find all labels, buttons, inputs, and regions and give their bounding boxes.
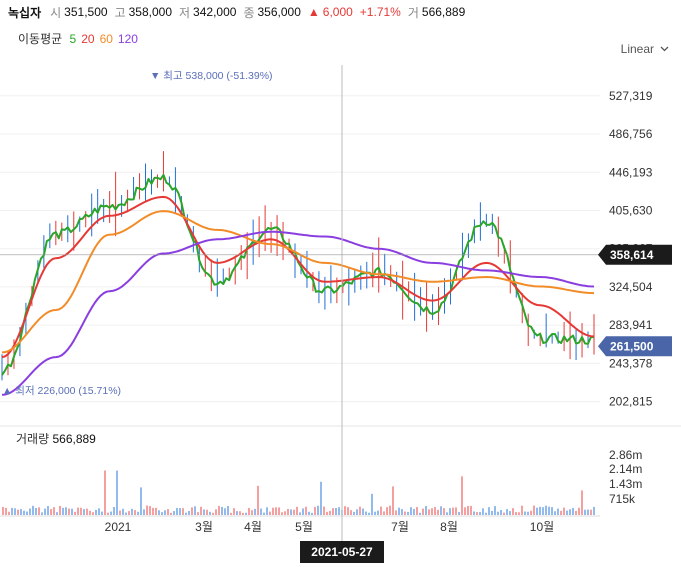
low-value: 342,000 (193, 5, 237, 19)
ma-line-5 (1, 173, 595, 376)
x-tick-label: 10월 (530, 520, 554, 534)
scale-dropdown[interactable]: Linear (621, 42, 669, 56)
annotations: ▼ 최고 538,000 (-51.39%) ▲ 최저 226,000 (15.7… (2, 70, 273, 397)
price-tag-label: 358,614 (610, 248, 654, 262)
min-price-annotation: ▲ 최저 226,000 (15.71%) (2, 385, 121, 397)
crosshair-date-label: 2021-05-27 (300, 541, 384, 563)
volume-bars (2, 470, 595, 515)
volume-y-tick-label: 1.43m (609, 477, 642, 491)
change-value: 6,000 (322, 5, 353, 19)
volume-y-tick-label: 2.14m (609, 462, 642, 476)
chevron-down-icon (660, 46, 669, 52)
ma-line-60 (1, 210, 595, 354)
volume-label: 거 (407, 5, 419, 20)
change-percent: +1.71% (359, 5, 401, 19)
x-tick-label: 4월 (244, 520, 262, 534)
volume-panel-title: 거래량 566,889 (16, 432, 96, 446)
high-value: 358,000 (128, 5, 172, 19)
y-tick-label: 365,067 (609, 242, 653, 256)
x-axis-ticks: 2021 3월 4월 5월 7월 8월 10월 (105, 520, 555, 534)
price-candles (1, 151, 595, 381)
x-tick-label: 8월 (440, 520, 458, 534)
ma-legend-item-60[interactable]: 60 (99, 32, 113, 46)
scale-label: Linear (620, 42, 654, 56)
volume-y-tick-label: 715k (609, 492, 636, 506)
x-tick-label: 7월 (391, 520, 409, 534)
y-tick-label: 324,504 (609, 280, 653, 294)
close-value: 356,000 (257, 5, 301, 19)
x-tick-label: 3월 (195, 520, 213, 534)
y-tick-label: 527,319 (609, 89, 653, 103)
y-tick-label: 486,756 (609, 127, 653, 141)
volume-value: 566,889 (421, 5, 466, 19)
price-tag-dark (598, 244, 672, 265)
ma-legend-item-5[interactable]: 5 (69, 32, 77, 46)
open-value: 351,500 (64, 5, 108, 19)
y-tick-label: 283,941 (609, 318, 653, 332)
ma-line-20 (1, 195, 595, 359)
moving-average-legend: 이동평균 5 20 60 120 (18, 30, 143, 47)
ma-line-120 (1, 230, 595, 396)
high-label: 고 (114, 5, 126, 20)
grid-lines (0, 95, 681, 517)
ma-legend-item-120[interactable]: 120 (117, 32, 138, 46)
low-label: 저 (179, 5, 191, 20)
price-tags: 358,614 261,500 (598, 244, 672, 357)
x-tick-label: 2021 (105, 520, 132, 534)
moving-average-lines (1, 173, 595, 396)
x-tick-label: 5월 (295, 520, 313, 534)
y-tick-label: 446,193 (609, 165, 653, 179)
ma-legend-label: 이동평균 (18, 32, 63, 46)
max-price-annotation: ▼ 최고 538,000 (-51.39%) (150, 70, 273, 82)
volume-y-tick-label: 2.86m (609, 448, 642, 462)
price-tag-blue (598, 336, 672, 357)
y-tick-label: 243,378 (609, 356, 653, 370)
price-tag-label: 261,500 (610, 339, 654, 353)
open-label: 시 (50, 5, 62, 20)
stock-name: 녹십자 (8, 5, 42, 20)
ma-legend-item-20[interactable]: 20 (81, 32, 95, 46)
y-axis-ticks: 527,319 486,756 446,193 405,630 365,067 324,5… (609, 89, 653, 409)
y-tick-label: 405,630 (609, 203, 653, 217)
change-arrow-icon: ▲ (307, 5, 320, 19)
volume-panel-value: 566,889 (52, 432, 96, 446)
y-tick-label: 202,815 (609, 395, 653, 409)
stock-header: 녹십자 시 351,500 고 358,000 저 342,000 종 356,… (8, 4, 469, 20)
close-label: 종 (243, 5, 255, 20)
ma-legend-items: 5 20 60 120 (70, 32, 143, 46)
